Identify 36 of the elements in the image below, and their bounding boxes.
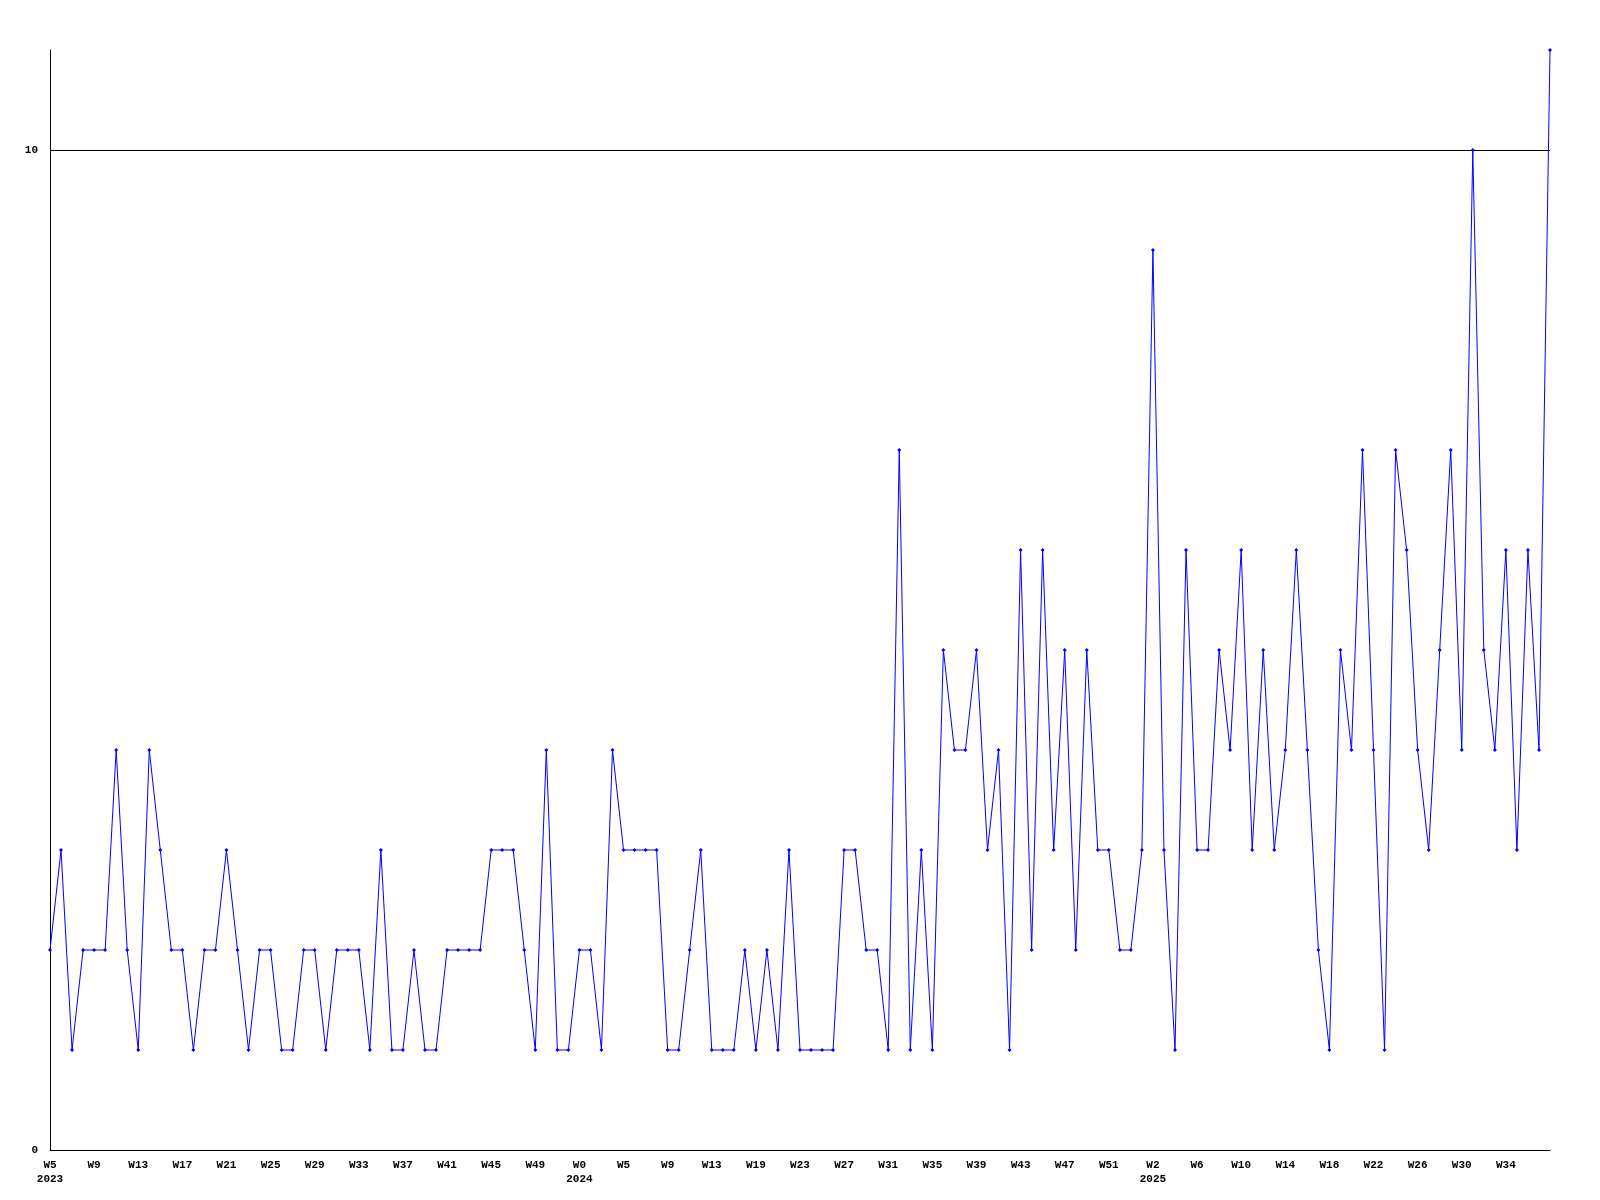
x-tick-label: W17 [172,1159,193,1171]
x-tick-label: W23 [790,1159,811,1171]
x-tick-label: W39 [966,1159,987,1171]
x-tick-label: W47 [1054,1159,1075,1171]
x-tick-label: W27 [834,1159,855,1171]
x-tick-label: W29 [304,1159,325,1171]
x-tick-label: W9 [661,1159,675,1171]
x-tick-label: W9 [87,1159,101,1171]
y-tick-label: 0 [31,1144,38,1156]
x-tick-label: W45 [481,1159,502,1171]
x-tick-label: W6 [1190,1159,1204,1171]
x-tick-label: W5 [616,1159,631,1171]
x-tick-label: W21 [216,1159,237,1171]
x-tick-label: W30 [1451,1159,1472,1171]
x-tick-label: W14 [1275,1159,1296,1171]
x-tick-label: W31 [878,1159,899,1171]
x-tick-label: W13 [128,1159,149,1171]
x-tick-label: W25 [260,1159,281,1171]
x-tick-label: W22 [1363,1159,1384,1171]
x-tick-label: W34 [1495,1159,1517,1171]
x-tick-label: W26 [1407,1159,1428,1171]
x-tick-label: W37 [393,1159,413,1171]
y-tick-label: 10 [24,144,38,156]
x-tick-label: W35 [922,1159,943,1171]
x-tick-label: W0 2024 [566,1159,594,1185]
x-tick-label: W19 [745,1159,766,1171]
x-tick-label: W5 2023 [36,1159,64,1185]
x-tick-label: W2 2025 [1139,1159,1167,1185]
x-tick-label: W33 [348,1159,370,1171]
x-tick-label: W49 [525,1159,546,1171]
x-tick-label: W13 [701,1159,723,1171]
x-tick-label: W10 [1231,1159,1252,1171]
x-tick-label: W43 [1010,1159,1031,1171]
x-tick-label: W51 [1098,1159,1120,1171]
x-tick-label: W41 [437,1159,458,1171]
x-tick-label: W18 [1319,1159,1340,1171]
